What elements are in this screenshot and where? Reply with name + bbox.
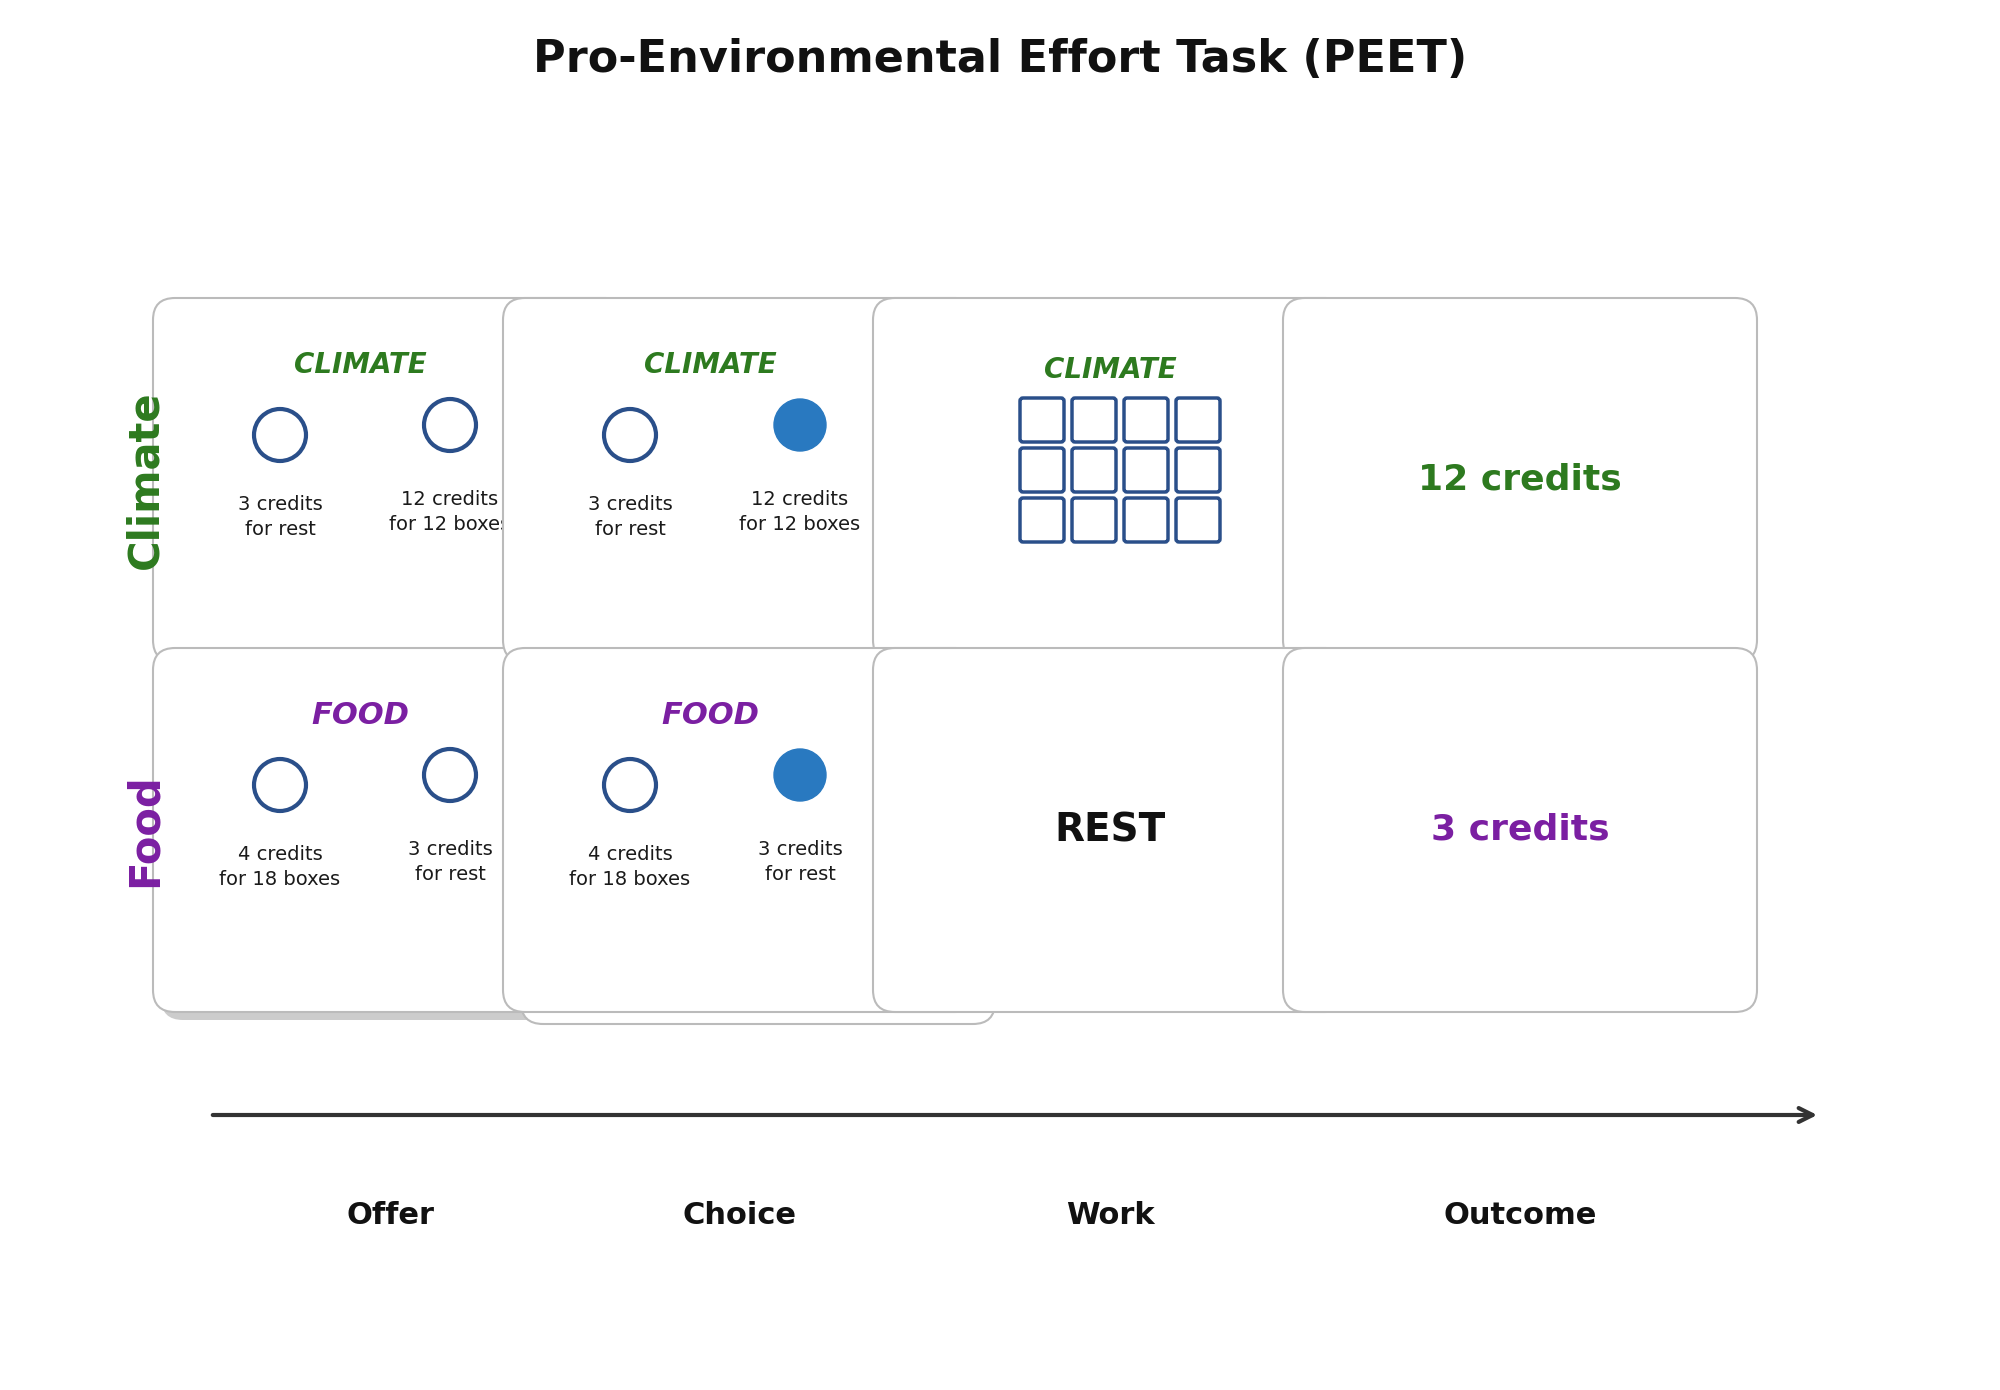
FancyBboxPatch shape: [1284, 648, 1758, 1012]
Text: CLIMATE: CLIMATE: [1044, 356, 1176, 384]
Text: 4 credits
for 18 boxes: 4 credits for 18 boxes: [220, 845, 340, 890]
Text: 12 credits
for 12 boxes: 12 credits for 12 boxes: [390, 491, 510, 534]
FancyBboxPatch shape: [520, 660, 996, 1024]
FancyBboxPatch shape: [1020, 398, 1064, 442]
FancyBboxPatch shape: [160, 656, 636, 1020]
Text: 4 credits
for 18 boxes: 4 credits for 18 boxes: [570, 845, 690, 890]
Text: 12 credits
for 12 boxes: 12 credits for 12 boxes: [740, 491, 860, 534]
FancyBboxPatch shape: [504, 297, 976, 662]
Text: FOOD: FOOD: [660, 701, 760, 730]
FancyBboxPatch shape: [152, 648, 628, 1012]
Text: Offer: Offer: [346, 1201, 434, 1230]
Text: REST: REST: [1054, 810, 1166, 849]
FancyBboxPatch shape: [1284, 297, 1758, 662]
Text: CLIMATE: CLIMATE: [644, 352, 776, 379]
FancyBboxPatch shape: [1020, 448, 1064, 492]
FancyBboxPatch shape: [1124, 398, 1168, 442]
Circle shape: [774, 749, 826, 801]
FancyBboxPatch shape: [872, 648, 1348, 1012]
FancyBboxPatch shape: [892, 310, 1364, 674]
FancyBboxPatch shape: [1176, 398, 1220, 442]
FancyBboxPatch shape: [1176, 498, 1220, 542]
FancyBboxPatch shape: [1072, 448, 1116, 492]
Text: CLIMATE: CLIMATE: [294, 352, 426, 379]
FancyBboxPatch shape: [872, 297, 1348, 662]
FancyBboxPatch shape: [1072, 398, 1116, 442]
FancyBboxPatch shape: [160, 306, 636, 670]
FancyBboxPatch shape: [1020, 498, 1064, 542]
FancyBboxPatch shape: [152, 297, 628, 662]
Text: 3 credits
for rest: 3 credits for rest: [758, 840, 842, 884]
Text: Work: Work: [1066, 1201, 1154, 1230]
FancyBboxPatch shape: [1124, 448, 1168, 492]
Text: 12 credits: 12 credits: [1418, 463, 1622, 498]
Text: 3 credits
for rest: 3 credits for rest: [238, 495, 322, 539]
FancyBboxPatch shape: [1176, 448, 1220, 492]
Text: FOOD: FOOD: [312, 701, 410, 730]
Text: 3 credits
for rest: 3 credits for rest: [588, 495, 672, 539]
Text: Climate: Climate: [124, 391, 166, 570]
Text: 3 credits
for rest: 3 credits for rest: [408, 840, 492, 884]
Text: Choice: Choice: [684, 1201, 796, 1230]
Text: Food: Food: [124, 773, 166, 887]
Text: Pro-Environmental Effort Task (PEET): Pro-Environmental Effort Task (PEET): [532, 39, 1468, 82]
Text: Outcome: Outcome: [1444, 1201, 1596, 1230]
FancyBboxPatch shape: [1124, 498, 1168, 542]
FancyBboxPatch shape: [1072, 498, 1116, 542]
Circle shape: [774, 399, 826, 450]
Text: 3 credits: 3 credits: [1430, 813, 1610, 847]
FancyBboxPatch shape: [504, 648, 976, 1012]
FancyBboxPatch shape: [520, 310, 996, 674]
